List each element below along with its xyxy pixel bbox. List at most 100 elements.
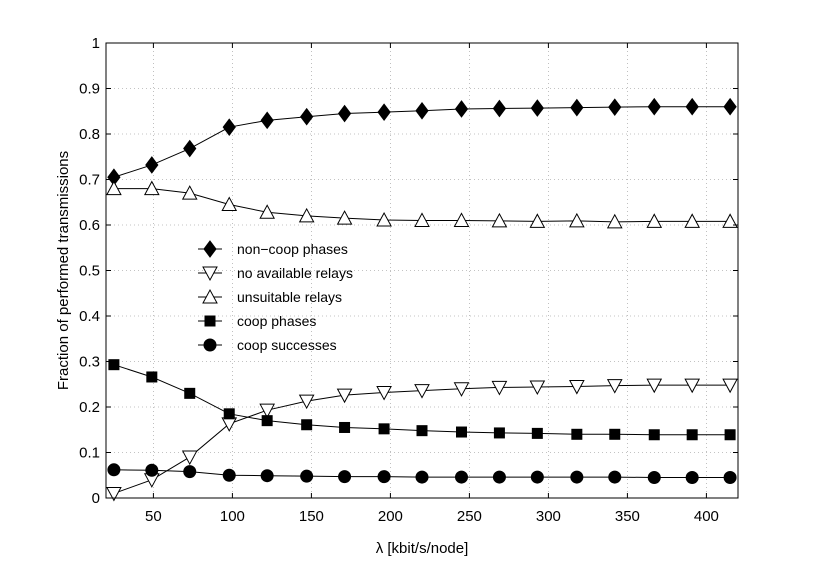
y-tick-label: 0.4 [79,308,100,325]
series-layer [106,97,738,502]
legend-label: no available relays [237,265,353,281]
data-point [608,470,622,484]
legend-label: unsuitable relays [237,289,342,305]
data-point [648,429,660,441]
data-point [376,211,392,227]
data-point [685,471,699,485]
data-point [300,107,314,126]
data-point [300,469,314,483]
data-point [223,408,235,420]
data-point [647,471,661,485]
data-point [455,470,468,484]
data-point [339,421,351,433]
y-tick-label: 1 [92,35,100,52]
legend-label: non−coop phases [237,241,348,257]
data-point [415,101,429,120]
data-point [453,212,470,227]
series-3 [108,359,736,441]
data-point [569,212,585,228]
y-tick-label: 0.9 [79,81,100,98]
data-point [454,100,469,118]
data-point [530,470,544,484]
data-point [259,403,275,419]
legend-item: non−coop phases [198,240,348,258]
data-point [646,378,663,394]
data-point [260,111,274,130]
data-point [456,426,467,438]
data-point [378,423,390,435]
x-tick-label: 100 [220,508,245,525]
data-point [529,380,546,396]
data-point [259,204,275,219]
y-tick-label: 0.7 [79,172,100,189]
data-point [143,180,160,196]
data-point [453,382,470,397]
x-tick-label: 200 [378,508,403,525]
data-point [298,394,315,410]
data-point [530,99,544,117]
data-point [377,470,391,484]
data-point [570,470,584,484]
data-point [107,463,121,477]
data-point [492,99,507,118]
data-point [222,118,236,137]
data-point [221,196,238,212]
legend-label: coop phases [237,313,316,329]
y-tick-label: 0.5 [79,263,100,280]
y-axis-label: Fraction of performed transmissions [55,151,72,390]
legend-item: coop successes [198,337,337,353]
data-point [686,429,698,441]
legend-marker [202,288,218,304]
x-tick-label: 50 [145,508,162,525]
axis-ticks: 50 100 150 200 250 300 350 400 0 0.1 0.2 0.3 0.4 0.5 0… [79,35,738,525]
x-tick-label: 250 [457,508,482,525]
series-line [113,364,731,436]
y-tick-label: 0.8 [79,126,100,143]
legend-item: no available relays [198,265,353,282]
data-point [491,212,508,228]
data-point [146,371,158,383]
data-point [181,450,198,466]
data-point [414,384,430,399]
data-point [684,378,701,394]
x-tick-label: 400 [694,508,719,525]
series-4 [107,463,737,485]
legend: non−coop phases no available relays unsuit… [198,240,353,353]
y-tick-label: 0.6 [79,217,100,234]
data-point [338,470,352,484]
data-point [531,427,543,439]
y-tick-label: 0.3 [79,354,100,371]
data-point [414,212,430,227]
data-point [647,97,661,116]
data-point [260,469,274,483]
data-point [723,471,737,485]
data-point [606,379,623,394]
legend-marker [203,240,217,258]
data-point [183,139,197,158]
data-point [221,417,238,432]
data-point [606,213,623,229]
x-tick-label: 150 [299,508,324,525]
y-tick-label: 0 [92,490,100,507]
data-point [415,470,429,484]
data-point [184,387,196,399]
data-point [181,185,198,200]
legend-marker [202,266,218,282]
data-point [569,380,585,395]
data-point [492,470,506,484]
data-point [145,156,159,174]
data-point [724,429,736,441]
data-point [106,486,122,502]
data-point [609,428,621,440]
data-point [570,98,584,117]
x-tick-label: 350 [615,508,640,525]
data-point [685,97,699,116]
data-point [529,213,546,228]
data-point [183,465,197,479]
data-point [377,103,391,121]
data-point [723,97,737,116]
legend-label: coop successes [237,337,337,353]
legend-item: unsuitable relays [198,288,342,305]
data-point [336,388,353,404]
